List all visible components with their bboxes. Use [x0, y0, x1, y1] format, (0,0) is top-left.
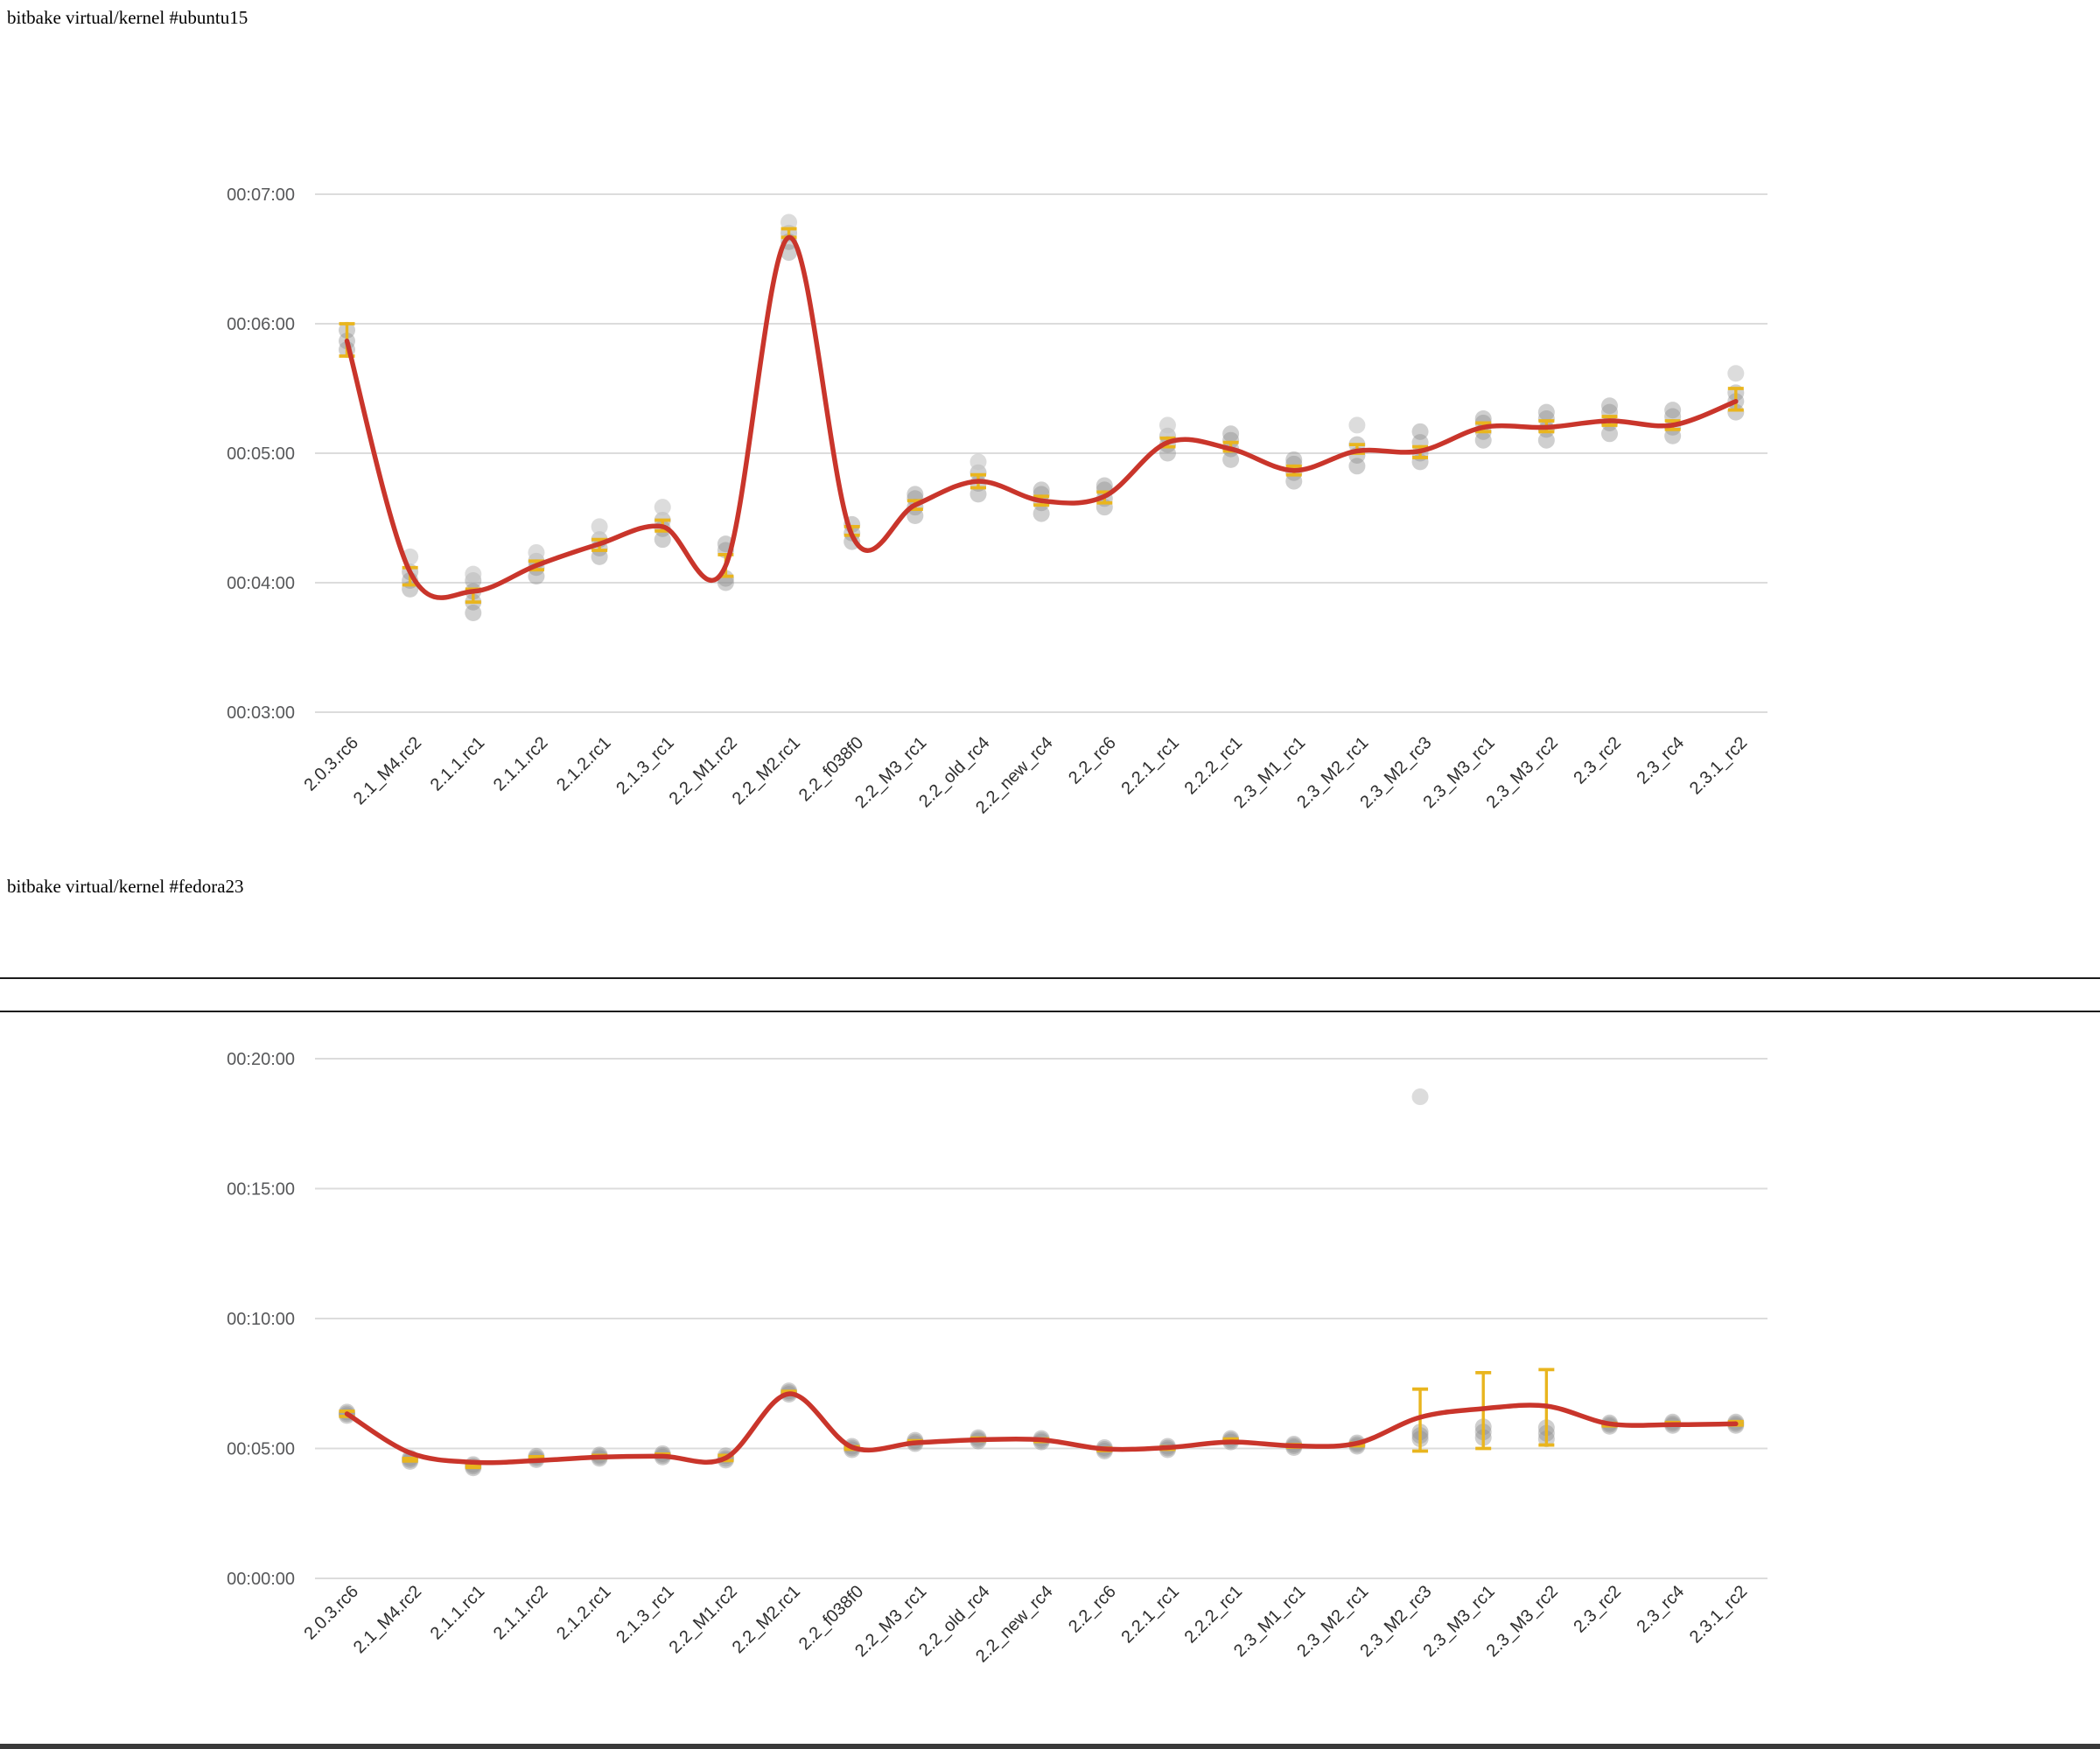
outlier-dot: [465, 565, 482, 583]
sample-dot: [970, 486, 987, 503]
sample-dot: [1601, 425, 1618, 443]
x-tick-label: 2.1_M4.rc2: [350, 1582, 425, 1657]
x-tick-label: 2.1_M4.rc2: [350, 733, 425, 808]
sample-dot: [780, 244, 798, 262]
sample-dot: [1032, 481, 1050, 499]
outlier-dot: [1727, 365, 1745, 382]
y-axis-labels: 00:20:00 00:15:00 00:10:00 00:05:00 00:00:00: [227, 1050, 295, 1589]
sample-dot: [528, 568, 545, 585]
y-axis-labels: 00:07:00 00:06:00 00:05:00 00:04:00 00:03:00: [227, 185, 295, 723]
x-tick-label: 2.0.3.rc6: [300, 733, 362, 795]
sample-dot: [1158, 444, 1176, 462]
x-tick-label: 2.3_rc4: [1633, 733, 1688, 788]
outlier-dot: [780, 213, 798, 231]
outlier-dot: [528, 543, 545, 561]
sample-dot: [1411, 423, 1429, 440]
chart-ubuntu15: 00:07:00 00:06:00 00:05:00 00:04:00 00:03:00…: [227, 185, 1768, 818]
x-tick-label: 2.1.1.rc1: [427, 733, 489, 795]
sample-dot: [1537, 410, 1555, 428]
y-tick-label: 00:20:00: [227, 1050, 295, 1069]
sample-dot: [717, 574, 734, 591]
section-divider-line-bottom: [0, 1011, 2100, 1012]
y-tick-label: 00:00:00: [227, 1570, 295, 1589]
y-tick-label: 00:05:00: [227, 444, 295, 464]
x-tick-label: 2.1.1.rc2: [490, 1582, 552, 1644]
trend-line: [344, 1391, 1739, 1466]
y-tick-label: 00:03:00: [227, 703, 295, 723]
x-tick-label: 2.0.3.rc6: [300, 1582, 362, 1644]
trend-line: [344, 234, 1739, 600]
chart-title-fedora23: bitbake virtual/kernel #fedora23: [7, 876, 244, 897]
sample-dot: [1285, 451, 1303, 468]
outlier-dot: [1411, 1088, 1429, 1106]
x-tick-label: 2.2_rc6: [1065, 733, 1120, 788]
x-tick-label: 2.2_M2.rc1: [729, 1582, 804, 1657]
y-tick-label: 00:06:00: [227, 315, 295, 334]
chart-title-ubuntu15: bitbake virtual/kernel #ubuntu15: [7, 7, 248, 28]
sample-dot: [1664, 427, 1682, 444]
x-tick-label: 2.3_rc2: [1570, 733, 1625, 788]
x-tick-label: 2.1.2.rc1: [553, 733, 615, 795]
x-tick-label: 2.3_rc2: [1570, 1582, 1625, 1637]
y-tick-label: 00:15:00: [227, 1180, 295, 1200]
sample-dot: [1222, 431, 1240, 449]
chart-fedora23: 00:20:00 00:15:00 00:10:00 00:05:00 00:00:00…: [227, 1050, 1768, 1667]
sample-dot: [654, 531, 671, 549]
x-tick-label: 2.3.1_rc2: [1686, 733, 1752, 799]
x-tick-label: 2.3_rc4: [1633, 1582, 1688, 1637]
outlier-dot: [1348, 416, 1366, 434]
sample-dot: [1222, 451, 1240, 468]
y-tick-label: 00:04:00: [227, 574, 295, 593]
sample-dot: [1537, 403, 1555, 421]
sample-dot: [591, 548, 608, 565]
error-bars: [339, 1368, 1744, 1470]
x-tick-label: 2.2.1_rc1: [1117, 733, 1183, 799]
gridlines: [315, 1058, 1768, 1579]
sample-dot: [1601, 397, 1618, 415]
y-tick-label: 00:05:00: [227, 1440, 295, 1459]
x-tick-label: 2.1.3_rc1: [612, 1582, 678, 1648]
x-tick-label: 2.2.2_rc1: [1181, 733, 1247, 799]
sample-dot: [906, 507, 924, 525]
x-tick-label: 2.3.1_rc2: [1686, 1582, 1752, 1648]
page-bottom-divider: [0, 1744, 2100, 1749]
outlier-dot: [591, 518, 608, 535]
data-dots: [339, 1088, 1745, 1477]
sample-dot: [1474, 431, 1492, 449]
x-tick-label: 2.2.1_rc1: [1117, 1582, 1183, 1648]
x-tick-label: 2.2_rc6: [1065, 1582, 1120, 1637]
x-tick-label: 2.2_M2.rc1: [729, 733, 804, 808]
sample-dot: [1727, 403, 1745, 421]
y-tick-label: 00:10:00: [227, 1310, 295, 1329]
x-tick-label: 2.1.1.rc2: [490, 733, 552, 795]
sample-dot: [1096, 477, 1113, 494]
x-tick-label: 2.1.3_rc1: [612, 733, 678, 799]
sample-dot: [1348, 458, 1366, 475]
x-tick-label: 2.1.2.rc1: [553, 1582, 615, 1644]
x-tick-label: 2.2.2_rc1: [1181, 1582, 1247, 1648]
sample-dot: [1664, 402, 1682, 419]
outlier-dot: [970, 453, 987, 471]
outlier-dot: [654, 499, 671, 516]
sample-dot: [1285, 472, 1303, 490]
sample-dot: [465, 605, 482, 622]
y-tick-label: 00:07:00: [227, 185, 295, 205]
section-divider-line-top: [0, 977, 2100, 979]
outlier-dot: [1158, 416, 1176, 434]
x-tick-label: 2.1.1.rc1: [427, 1582, 489, 1644]
sample-dot: [1222, 425, 1240, 443]
sample-dot: [1032, 505, 1050, 522]
sample-dot: [1537, 431, 1555, 449]
sample-dot: [906, 486, 924, 503]
error-bars: [339, 227, 1744, 605]
gridlines: [315, 192, 1768, 713]
